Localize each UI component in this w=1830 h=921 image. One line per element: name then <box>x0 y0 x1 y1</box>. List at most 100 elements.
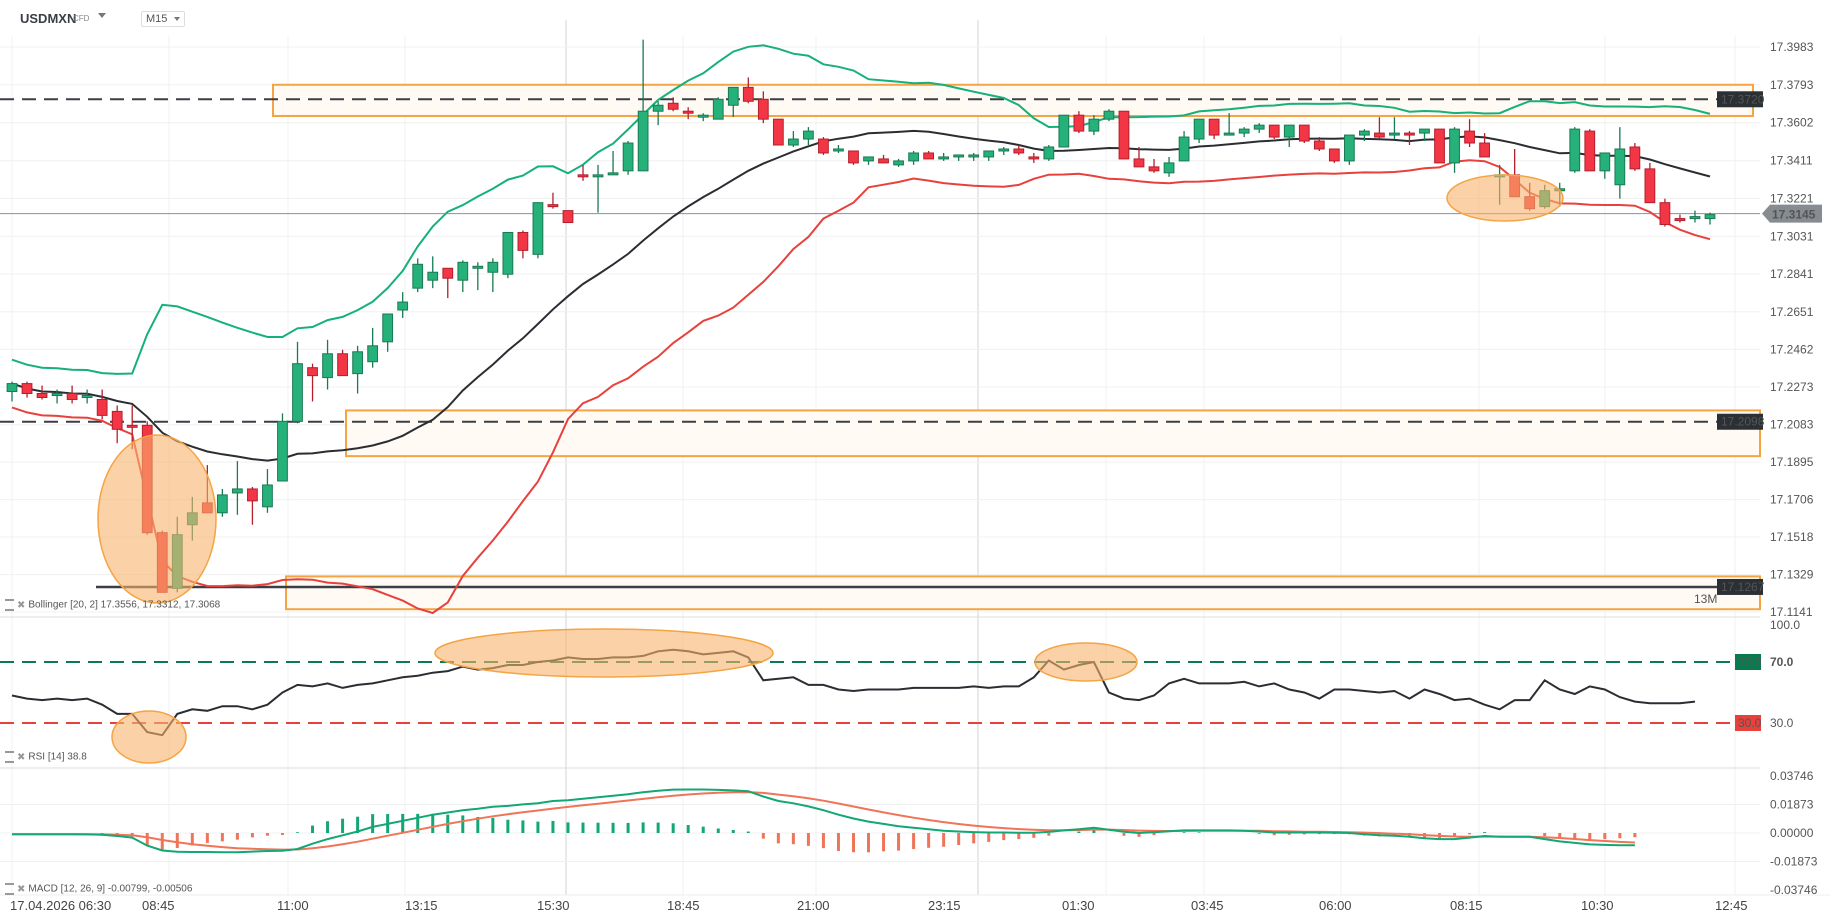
candle-body[interactable] <box>772 118 784 146</box>
candle-body[interactable] <box>442 267 454 279</box>
candle-body[interactable] <box>1343 134 1355 162</box>
candle-body[interactable] <box>502 231 514 275</box>
candle-body[interactable] <box>863 156 874 162</box>
candle-body[interactable] <box>1313 140 1325 150</box>
candle-body[interactable] <box>682 110 694 114</box>
candle-body[interactable] <box>607 172 619 176</box>
candle-body[interactable] <box>1148 166 1160 172</box>
candle-body[interactable] <box>1103 110 1115 120</box>
candle-body[interactable] <box>1584 130 1596 172</box>
candle-body[interactable] <box>1614 148 1626 186</box>
candle-body[interactable] <box>247 488 258 502</box>
candle-body[interactable] <box>938 156 950 160</box>
candle-body[interactable] <box>1689 216 1701 220</box>
candle-body[interactable] <box>1238 128 1250 134</box>
candle-body[interactable] <box>21 383 33 395</box>
symbol-dropdown-caret-icon[interactable] <box>98 13 106 18</box>
candle-body[interactable] <box>66 393 78 400</box>
candle-body[interactable] <box>818 138 829 154</box>
candle-body[interactable] <box>712 98 724 120</box>
candle-body[interactable] <box>803 130 814 140</box>
candle-body[interactable] <box>727 86 739 106</box>
candle-body[interactable] <box>292 363 303 422</box>
candle-body[interactable] <box>592 174 604 178</box>
highlight-ellipse[interactable] <box>1446 174 1564 222</box>
candle-body[interactable] <box>412 263 424 289</box>
candle-body[interactable] <box>983 150 995 158</box>
highlight-ellipse[interactable] <box>97 434 217 604</box>
highlight-ellipse[interactable] <box>1034 642 1138 682</box>
candle-body[interactable] <box>216 494 228 514</box>
price-zone-rectangle[interactable] <box>285 575 1761 611</box>
candle-body[interactable] <box>517 231 529 251</box>
candle-body[interactable] <box>111 410 123 430</box>
macd-legend[interactable]: ✖ MACD [12, 26, 9] -0.00799, -0.00506 <box>5 883 192 895</box>
candle-body[interactable] <box>457 261 469 281</box>
candle-body[interactable] <box>427 271 439 281</box>
indicator-remove-icon[interactable]: ✖ <box>17 599 26 611</box>
candle-body[interactable] <box>878 158 889 164</box>
candle-body[interactable] <box>1644 168 1656 204</box>
candle-body[interactable] <box>757 98 769 120</box>
candle-body[interactable] <box>1253 124 1265 130</box>
candle-body[interactable] <box>908 152 919 162</box>
candle-body[interactable] <box>277 420 288 482</box>
candle-body[interactable] <box>893 160 904 166</box>
candle-body[interactable] <box>1118 110 1130 160</box>
timeframe-selector[interactable]: M15 <box>141 11 185 27</box>
candle-body[interactable] <box>1268 124 1280 138</box>
rsi-legend[interactable]: ✖ RSI [14] 38.8 <box>5 751 87 763</box>
candle-body[interactable] <box>367 345 379 363</box>
candle-body[interactable] <box>1464 130 1475 144</box>
highlight-ellipse[interactable] <box>111 710 187 764</box>
candle-body[interactable] <box>81 395 93 399</box>
candle-body[interactable] <box>547 204 559 208</box>
candle-body[interactable] <box>126 424 138 428</box>
candle-body[interactable] <box>382 313 394 343</box>
candle-body[interactable] <box>1043 146 1055 160</box>
candle-body[interactable] <box>1434 128 1445 164</box>
indicator-remove-icon[interactable]: ✖ <box>17 751 26 763</box>
candle-body[interactable] <box>1058 114 1070 148</box>
candle-body[interactable] <box>1599 152 1611 172</box>
candle-body[interactable] <box>232 488 243 494</box>
candle-body[interactable] <box>787 138 799 146</box>
symbol-selector[interactable]: USDMXN <box>20 11 77 26</box>
candle-body[interactable] <box>1449 128 1460 164</box>
candle-body[interactable] <box>1013 148 1025 154</box>
candle-body[interactable] <box>1178 136 1190 162</box>
candle-body[interactable] <box>397 301 409 311</box>
candle-body[interactable] <box>1298 124 1310 142</box>
candle-body[interactable] <box>6 383 18 393</box>
candle-body[interactable] <box>532 202 544 255</box>
candle-body[interactable] <box>697 114 709 118</box>
candle-body[interactable] <box>1028 156 1040 160</box>
candle-body[interactable] <box>1359 130 1370 136</box>
candle-body[interactable] <box>667 102 679 110</box>
candle-body[interactable] <box>262 484 273 508</box>
candle-body[interactable] <box>652 104 664 112</box>
candle-body[interactable] <box>833 148 844 152</box>
candle-body[interactable] <box>1389 132 1400 136</box>
indicator-settings-icon[interactable] <box>5 599 14 611</box>
candle-body[interactable] <box>1569 128 1581 172</box>
candle-body[interactable] <box>577 174 589 178</box>
candle-body[interactable] <box>96 398 108 416</box>
candle-body[interactable] <box>923 152 935 160</box>
candle-body[interactable] <box>1193 118 1205 140</box>
candle-body[interactable] <box>1419 128 1430 134</box>
candle-body[interactable] <box>953 154 965 158</box>
highlight-ellipse[interactable] <box>434 628 774 678</box>
candle-body[interactable] <box>1283 124 1295 138</box>
candle-body[interactable] <box>1163 162 1175 174</box>
candle-body[interactable] <box>352 351 363 375</box>
candle-body[interactable] <box>1479 142 1490 158</box>
candle-body[interactable] <box>1674 218 1686 222</box>
candle-body[interactable] <box>1073 114 1085 132</box>
candle-body[interactable] <box>1328 148 1340 162</box>
candle-body[interactable] <box>1223 132 1235 136</box>
candle-body[interactable] <box>637 110 649 172</box>
candle-body[interactable] <box>337 353 348 377</box>
candle-body[interactable] <box>742 86 754 102</box>
